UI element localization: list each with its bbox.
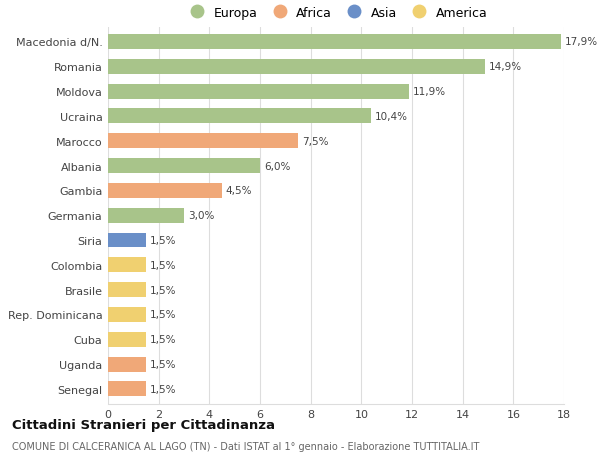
- Bar: [108, 283, 146, 297]
- Bar: [108, 258, 146, 273]
- Bar: [108, 109, 371, 124]
- Text: 1,5%: 1,5%: [150, 235, 176, 246]
- Bar: [108, 308, 146, 322]
- Text: 1,5%: 1,5%: [150, 310, 176, 320]
- Bar: [108, 332, 146, 347]
- Bar: [108, 357, 146, 372]
- Bar: [108, 159, 260, 174]
- Text: COMUNE DI CALCERANICA AL LAGO (TN) - Dati ISTAT al 1° gennaio - Elaborazione TUT: COMUNE DI CALCERANICA AL LAGO (TN) - Dat…: [12, 441, 479, 451]
- Bar: [108, 60, 485, 74]
- Bar: [108, 233, 146, 248]
- Text: 1,5%: 1,5%: [150, 285, 176, 295]
- Text: 1,5%: 1,5%: [150, 335, 176, 345]
- Text: 14,9%: 14,9%: [489, 62, 523, 72]
- Text: 3,0%: 3,0%: [188, 211, 214, 221]
- Bar: [108, 184, 222, 198]
- Text: 10,4%: 10,4%: [375, 112, 408, 122]
- Text: 7,5%: 7,5%: [302, 136, 328, 146]
- Text: Cittadini Stranieri per Cittadinanza: Cittadini Stranieri per Cittadinanza: [12, 418, 275, 431]
- Bar: [108, 35, 562, 50]
- Legend: Europa, Africa, Asia, America: Europa, Africa, Asia, America: [179, 2, 493, 25]
- Text: 4,5%: 4,5%: [226, 186, 253, 196]
- Text: 6,0%: 6,0%: [264, 161, 290, 171]
- Text: 1,5%: 1,5%: [150, 384, 176, 394]
- Text: 11,9%: 11,9%: [413, 87, 446, 97]
- Bar: [108, 84, 409, 99]
- Bar: [108, 208, 184, 223]
- Bar: [108, 381, 146, 397]
- Bar: [108, 134, 298, 149]
- Text: 17,9%: 17,9%: [565, 37, 598, 47]
- Text: 1,5%: 1,5%: [150, 359, 176, 369]
- Text: 1,5%: 1,5%: [150, 260, 176, 270]
